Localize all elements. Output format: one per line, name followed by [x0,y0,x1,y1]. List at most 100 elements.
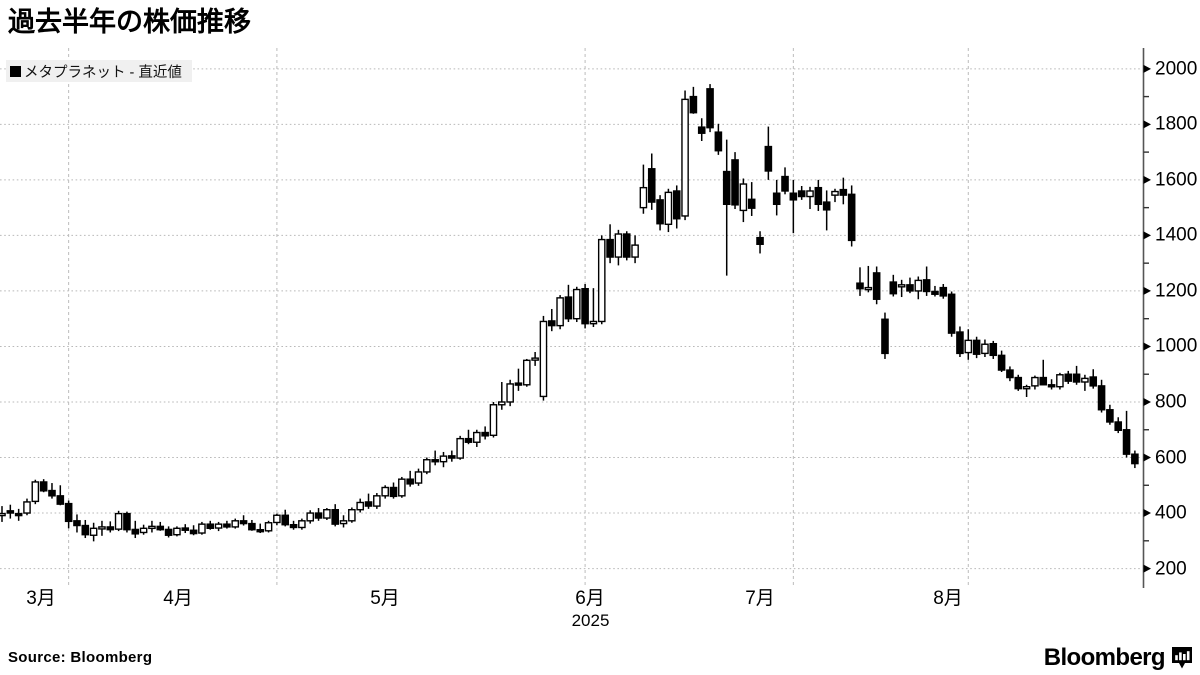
candle [522,358,531,387]
candle-body-up [739,183,748,212]
candle [714,123,723,155]
candle-body-up [139,527,148,534]
candle-body-down [814,186,823,206]
candle-body-down [889,281,898,295]
candle [473,429,481,447]
candle [398,476,406,498]
x-tick-label: 3月 [26,588,56,610]
candle [6,504,15,519]
candle-body-down [1131,453,1139,465]
candle-body-down [131,528,140,535]
candle-body-down [514,382,523,386]
candle [48,483,56,499]
candle-body-down [706,88,714,129]
candle-body-up [0,512,6,517]
candle [364,493,373,509]
candle [989,340,998,359]
candle-body-up [423,459,431,473]
candle [797,185,806,200]
candle [506,379,514,407]
candle-body-down [956,331,964,355]
candle-body-down [722,170,731,206]
candle [1089,369,1098,389]
candle-body-down [106,526,115,531]
candle [531,352,539,366]
candle-body-up [23,501,31,514]
chart-footer: Source: Bloomberg Bloomberg [0,645,1200,675]
candle [581,283,589,329]
candle [1122,410,1131,458]
y-tick-label: 600 [1155,447,1187,468]
candle-body-down [622,233,631,258]
candle-body-down [1097,385,1106,411]
candle [1106,404,1114,425]
candle-body-down [156,525,165,531]
candle [273,513,281,526]
candle-body-up [356,501,364,511]
candle [906,277,914,294]
candle [689,86,698,114]
candle-body-up [1022,386,1031,390]
candle [597,235,606,325]
candle [931,285,939,297]
candle [0,506,6,522]
page-title: 過去半年の株価推移 [8,7,251,37]
candle [448,450,456,462]
candle [914,276,923,300]
candle-body-down [1122,429,1131,455]
candle [431,450,439,466]
candle-body-up [89,527,98,536]
candle [722,139,731,276]
candle [731,152,739,210]
candle-body-up [273,514,281,524]
candle [323,508,331,520]
y-tick-major [1143,509,1151,518]
candle-body-up [597,238,606,323]
candle-body-down [1014,376,1023,390]
candle-body-down [606,238,614,258]
candle-body-down [947,293,956,334]
candle [423,457,431,475]
candle-body-down [289,523,298,529]
candle [148,520,156,533]
candle [23,498,31,516]
source-attribution: Source: Bloomberg [8,649,153,666]
candle-body-down [772,192,781,206]
y-tick-label: 800 [1155,391,1187,413]
y-tick-major [1143,453,1151,462]
y-tick-major [1143,397,1151,406]
candle [889,274,898,297]
candle-body-up [381,486,389,497]
candle [1039,359,1048,386]
candle-body-up [639,186,648,209]
candle-body-down [248,522,256,531]
candle [839,177,848,205]
candle-body-down [1106,409,1114,423]
candle [1064,370,1073,384]
candle [697,118,706,142]
candle [614,229,623,266]
candle-body-down [647,168,656,203]
candle [198,521,206,535]
candle [922,266,931,296]
candle [223,520,231,529]
candle [414,468,423,486]
candle [248,519,256,531]
x-tick-month: 3月 [26,588,56,609]
candle-body-down [972,339,981,355]
candle-body-down [781,175,789,192]
candle [89,522,98,542]
candle [289,520,298,530]
candle [947,291,956,337]
candle-body-down [481,431,489,437]
candle [972,336,981,359]
candle [56,485,65,506]
candle [681,90,689,221]
candle [389,482,398,499]
candle [1131,450,1139,469]
x-tick-label: 6月 2025 [571,588,610,631]
x-tick-month: 8月 [933,588,963,609]
y-tick-major [1143,64,1151,73]
candle [872,266,881,305]
candle-body-up [114,512,123,530]
